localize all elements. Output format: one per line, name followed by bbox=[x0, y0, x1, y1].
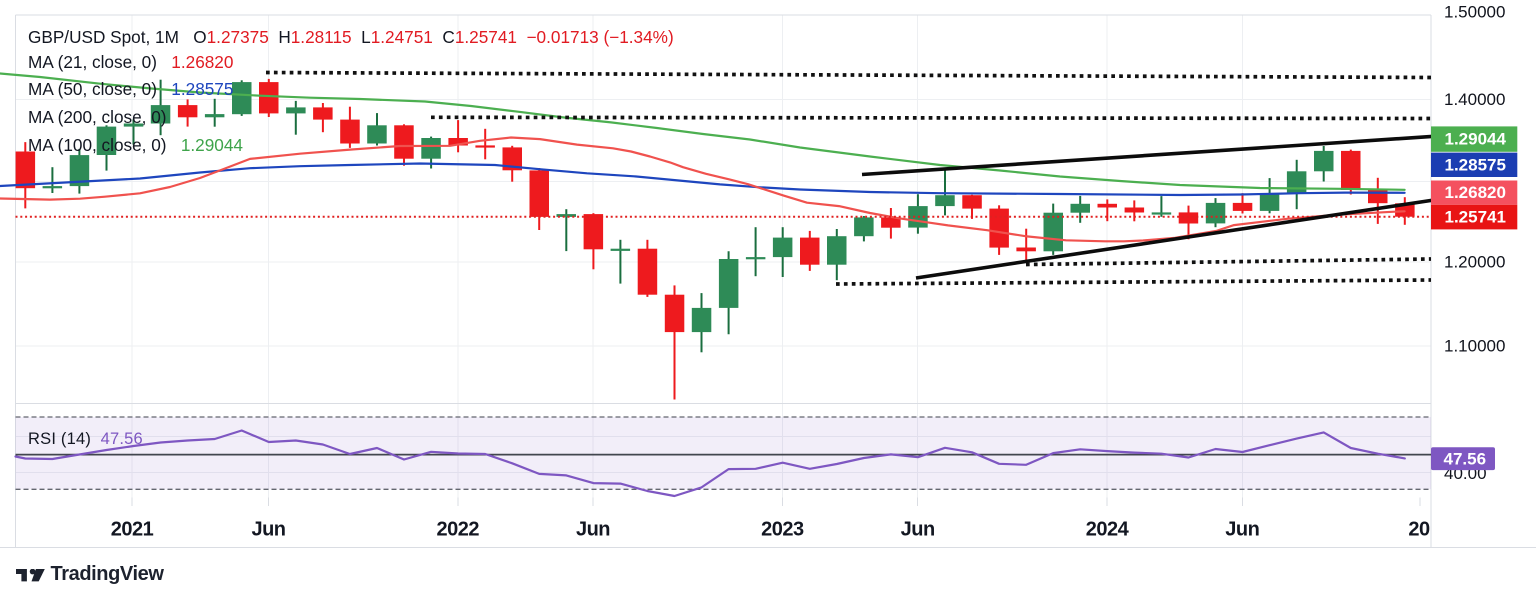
svg-text:1.26820: 1.26820 bbox=[1445, 183, 1506, 202]
svg-text:2024: 2024 bbox=[1086, 519, 1130, 541]
svg-text:2021: 2021 bbox=[111, 519, 154, 541]
svg-text:2023: 2023 bbox=[761, 519, 804, 541]
svg-text:2022: 2022 bbox=[437, 519, 480, 541]
svg-text:1.10000: 1.10000 bbox=[1444, 337, 1505, 356]
svg-text:Jun: Jun bbox=[576, 519, 610, 541]
svg-text:1.25741: 1.25741 bbox=[1445, 208, 1506, 227]
svg-text:1.20000: 1.20000 bbox=[1444, 253, 1505, 272]
svg-text:1.40000: 1.40000 bbox=[1444, 90, 1505, 109]
svg-text:Jun: Jun bbox=[1225, 519, 1259, 541]
svg-text:20: 20 bbox=[1408, 519, 1430, 541]
svg-text:47.56: 47.56 bbox=[1444, 450, 1487, 469]
svg-text:Jun: Jun bbox=[901, 519, 935, 541]
svg-text:1.29044: 1.29044 bbox=[1445, 130, 1507, 149]
svg-text:1.50000: 1.50000 bbox=[1444, 3, 1505, 22]
svg-text:Jun: Jun bbox=[251, 519, 285, 541]
svg-text:1.28575: 1.28575 bbox=[1445, 155, 1506, 174]
